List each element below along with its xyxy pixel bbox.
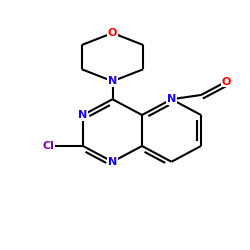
Text: N: N [78,110,88,120]
Text: N: N [108,157,117,167]
Text: N: N [108,76,117,86]
Text: Cl: Cl [43,141,55,151]
Text: O: O [221,77,231,87]
Text: N: N [167,94,176,104]
Text: O: O [108,28,117,38]
